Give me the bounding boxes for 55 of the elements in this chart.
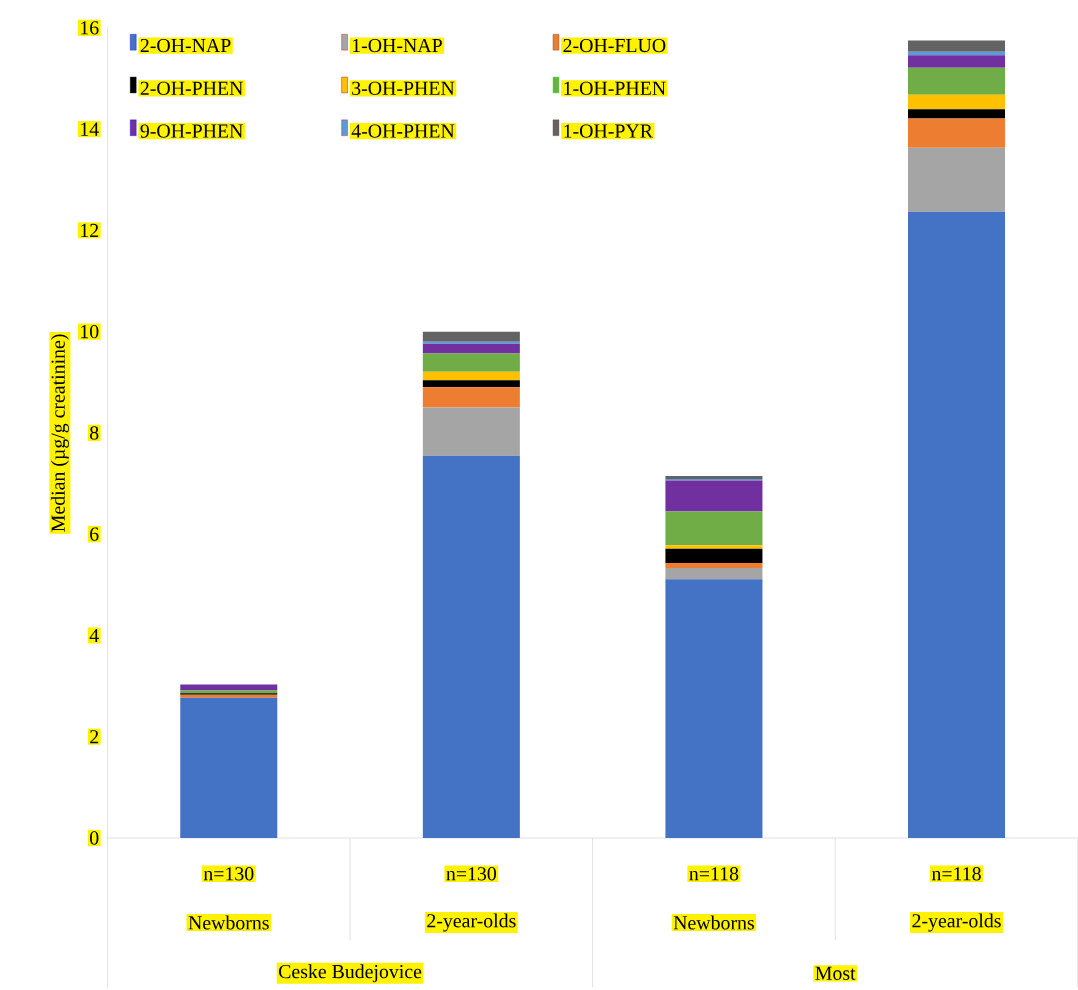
legend-label: 2-OH-NAP [140, 38, 231, 52]
y-tick-label: 10 [81, 324, 99, 339]
bar [908, 109, 1006, 119]
y-tick-label: 4 [89, 628, 99, 642]
bar [908, 211, 1006, 838]
bar [908, 118, 1006, 148]
legend-label: 3-OH-PHEN [352, 81, 455, 95]
bar [422, 341, 520, 344]
bar [422, 353, 520, 372]
legend-label: 1-OH-PYR [564, 124, 653, 138]
text: n=118 [931, 866, 981, 881]
text: n=130 [203, 866, 254, 881]
bar [908, 55, 1006, 68]
bar [180, 697, 278, 838]
bar [422, 387, 520, 408]
y-tick-label: 0 [90, 831, 99, 845]
bar [422, 343, 520, 354]
text: n=130 [446, 866, 497, 881]
x-tick-label: 2-year-olds [912, 913, 1001, 932]
x-tick-label: Newborns [188, 915, 269, 930]
bar [665, 567, 763, 580]
y-tick-label: 14 [81, 122, 99, 136]
y-tick-label: 16 [81, 21, 99, 35]
legend-label: 1-OH-NAP [352, 38, 442, 52]
bar [665, 548, 763, 563]
text: Ceske Budejovice [279, 964, 422, 983]
y-axis-title: Median (µg/g creatinine) [50, 334, 69, 532]
y-tick-label: 8 [90, 426, 99, 440]
bar [908, 67, 1006, 95]
bar [908, 147, 1006, 212]
x-tick-label: 2-year-olds [427, 913, 516, 932]
bar [908, 40, 1006, 52]
y-tick-label: 2 [90, 729, 99, 744]
bar [665, 480, 763, 512]
bar [180, 684, 278, 691]
bar [908, 94, 1006, 110]
bar [422, 371, 520, 381]
legend-label: 1-OH-PHEN [564, 81, 666, 95]
bar [422, 455, 520, 838]
legend-label: 2-OH-PHEN [140, 81, 243, 95]
bar [422, 331, 520, 342]
bar [665, 579, 763, 838]
legend-label: 4-OH-PHEN [351, 124, 455, 138]
y-tick-label: 12 [81, 223, 99, 237]
legend-label: 2-OH-FLUO [563, 38, 666, 52]
legend-label: 9-OH-PHEN [140, 124, 243, 138]
bar [665, 545, 763, 549]
text: n=118 [689, 866, 739, 881]
bar [422, 407, 520, 456]
bar [665, 511, 763, 546]
bar [422, 380, 520, 388]
bar [665, 562, 763, 568]
y-tick-label: 6 [90, 527, 99, 541]
text: Most [815, 966, 856, 980]
x-tick-label: Newborns [673, 915, 754, 930]
